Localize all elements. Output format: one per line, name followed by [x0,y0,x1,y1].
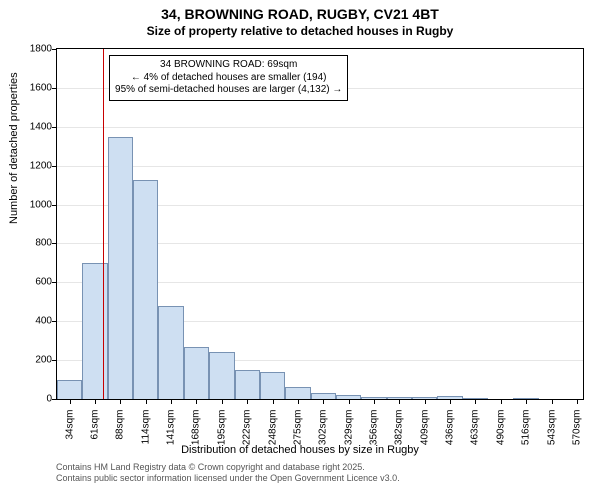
gridline [57,127,583,128]
x-axis-label: Distribution of detached houses by size … [0,444,600,456]
x-tick-mark [247,399,248,404]
x-tick-label: 356sqm [369,410,380,470]
histogram-bar [209,352,234,399]
x-tick-label: 168sqm [191,410,202,470]
x-tick-label: 222sqm [242,410,253,470]
y-tick-mark [52,127,57,128]
histogram-bar [57,380,82,399]
x-tick-mark [298,399,299,404]
histogram-bar [133,180,158,399]
gridline [57,166,583,167]
x-tick-label: 114sqm [140,410,151,470]
x-tick-label: 302sqm [318,410,329,470]
histogram-bar [260,372,285,399]
info-box-line-2: ← 4% of detached houses are smaller (194… [115,72,342,85]
info-box: 34 BROWNING ROAD: 69sqm← 4% of detached … [109,55,348,101]
y-tick-mark [52,49,57,50]
y-tick-label: 400 [12,316,52,327]
x-tick-mark [70,399,71,404]
x-tick-mark [171,399,172,404]
histogram-bar [285,387,310,399]
x-tick-mark [526,399,527,404]
y-tick-label: 1800 [12,44,52,55]
attribution-text: Contains HM Land Registry data © Crown c… [56,462,400,485]
y-tick-label: 200 [12,355,52,366]
x-tick-label: 570sqm [571,410,582,470]
reference-line [103,49,104,399]
x-tick-label: 34sqm [64,410,75,470]
x-tick-mark [273,399,274,404]
y-tick-mark [52,399,57,400]
info-box-line-1: 34 BROWNING ROAD: 69sqm [115,59,342,72]
y-tick-mark [52,360,57,361]
y-tick-mark [52,88,57,89]
y-tick-label: 1600 [12,82,52,93]
histogram-bar [158,306,183,399]
x-tick-mark [196,399,197,404]
histogram-bar [235,370,260,399]
x-tick-label: 409sqm [419,410,430,470]
x-tick-label: 436sqm [445,410,456,470]
y-tick-label: 1000 [12,199,52,210]
x-tick-label: 329sqm [343,410,354,470]
chart-title: 34, BROWNING ROAD, RUGBY, CV21 4BT [0,0,600,22]
y-tick-mark [52,321,57,322]
x-tick-mark [323,399,324,404]
y-tick-mark [52,166,57,167]
x-tick-label: 248sqm [267,410,278,470]
x-tick-label: 463sqm [470,410,481,470]
x-tick-mark [374,399,375,404]
histogram-bar [108,137,133,400]
x-tick-label: 88sqm [115,410,126,470]
y-tick-mark [52,282,57,283]
x-tick-mark [399,399,400,404]
y-tick-label: 0 [12,394,52,405]
chart-container: 34, BROWNING ROAD, RUGBY, CV21 4BT Size … [0,0,600,500]
x-tick-label: 382sqm [394,410,405,470]
x-tick-mark [552,399,553,404]
y-tick-label: 1400 [12,121,52,132]
x-tick-mark [425,399,426,404]
x-tick-label: 195sqm [216,410,227,470]
y-tick-label: 800 [12,238,52,249]
x-tick-label: 490sqm [495,410,506,470]
chart-subtitle: Size of property relative to detached ho… [0,22,600,42]
info-box-line-3: 95% of semi-detached houses are larger (… [115,84,342,97]
x-tick-mark [95,399,96,404]
x-tick-mark [349,399,350,404]
y-tick-label: 600 [12,277,52,288]
x-tick-label: 543sqm [546,410,557,470]
plot-area: 34 BROWNING ROAD: 69sqm← 4% of detached … [56,48,584,400]
x-tick-mark [577,399,578,404]
y-tick-label: 1200 [12,160,52,171]
attribution-line-1: Contains HM Land Registry data © Crown c… [56,462,400,473]
x-tick-mark [120,399,121,404]
y-tick-mark [52,243,57,244]
x-tick-mark [146,399,147,404]
attribution-line-2: Contains public sector information licen… [56,473,400,484]
x-tick-label: 275sqm [292,410,303,470]
histogram-bar [184,347,209,400]
x-tick-mark [450,399,451,404]
x-tick-mark [501,399,502,404]
x-tick-label: 61sqm [90,410,101,470]
x-tick-label: 141sqm [166,410,177,470]
x-tick-label: 516sqm [521,410,532,470]
x-tick-mark [475,399,476,404]
y-tick-mark [52,205,57,206]
x-tick-mark [222,399,223,404]
